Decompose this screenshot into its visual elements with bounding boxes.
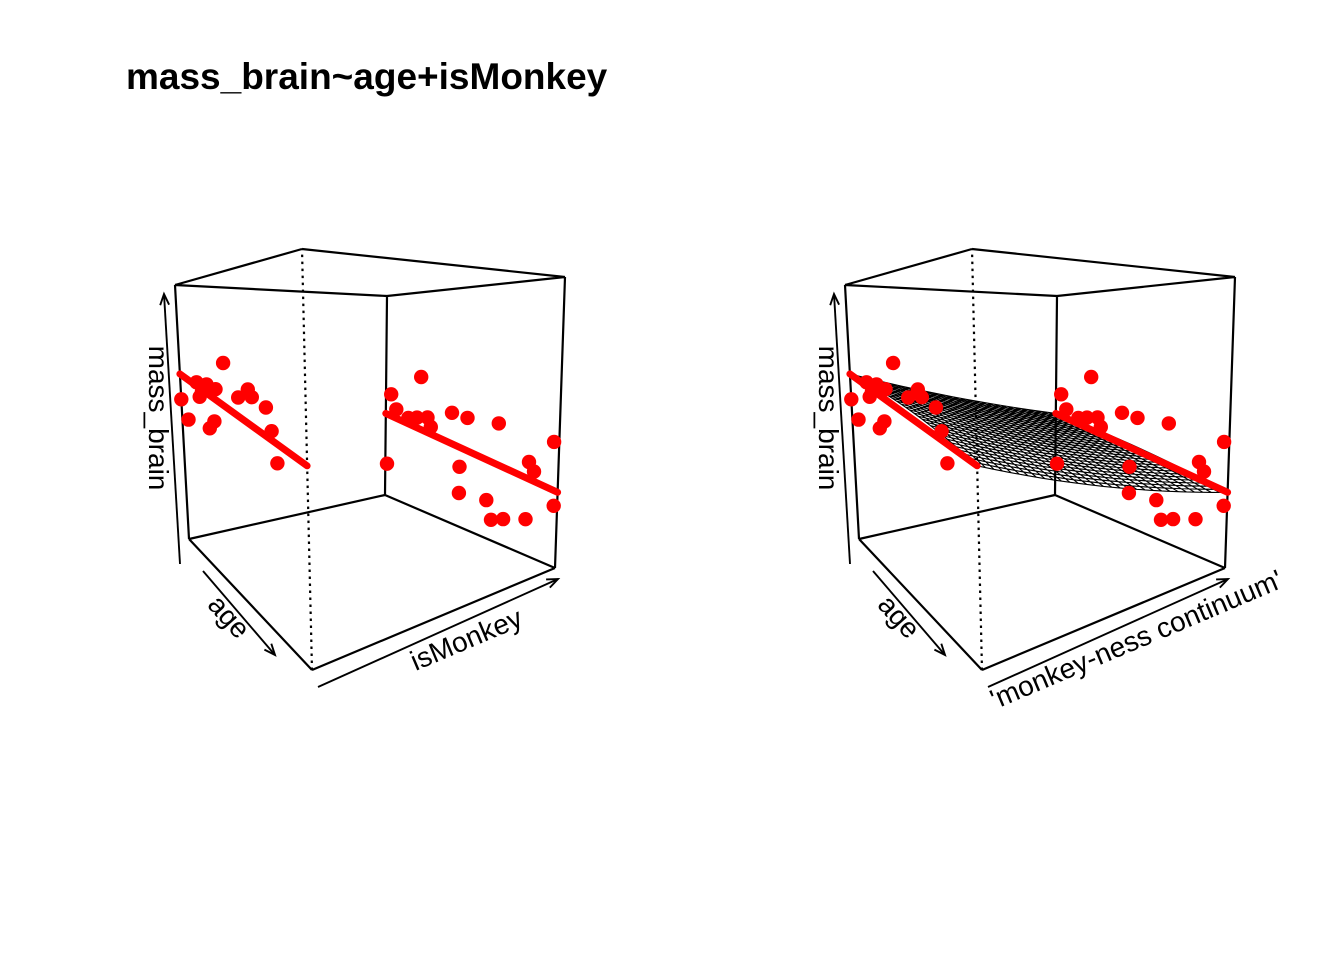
surface-mesh bbox=[849, 373, 1228, 493]
data-point bbox=[270, 456, 285, 471]
data-point bbox=[914, 390, 929, 405]
axis-arrows bbox=[159, 291, 561, 688]
right-3d-plot: mass_brain age 'monkey-ness continuum' bbox=[813, 247, 1287, 715]
data-point bbox=[901, 390, 916, 405]
x-axis-arrow-head bbox=[933, 643, 947, 657]
data-point bbox=[451, 485, 467, 501]
data-point bbox=[452, 459, 467, 474]
data-point bbox=[1130, 410, 1145, 426]
data-point bbox=[546, 498, 561, 513]
data-point bbox=[1059, 402, 1074, 417]
data-point bbox=[1049, 456, 1065, 471]
data-point bbox=[207, 414, 222, 429]
data-point bbox=[495, 511, 511, 527]
data-point bbox=[379, 456, 395, 471]
left-plot-x-axis-label: age bbox=[202, 589, 256, 644]
data-point bbox=[384, 387, 399, 402]
data-point bbox=[491, 416, 506, 431]
z-axis-arrow bbox=[833, 293, 851, 565]
data-point bbox=[1149, 492, 1164, 508]
hidden-edge-dotted bbox=[300, 248, 314, 671]
x-axis-arrow-head bbox=[263, 643, 277, 657]
plot-geometry bbox=[829, 247, 1237, 688]
data-point bbox=[1121, 485, 1137, 501]
y-axis-arrow bbox=[317, 578, 559, 688]
data-point bbox=[174, 392, 189, 407]
data-point bbox=[444, 405, 460, 420]
y-axis-arrow bbox=[987, 578, 1229, 688]
data-points bbox=[844, 355, 1232, 527]
data-point bbox=[1216, 434, 1232, 450]
data-point bbox=[862, 389, 877, 404]
data-point bbox=[258, 400, 274, 415]
data-point bbox=[264, 424, 279, 439]
right-plot-x-axis-label: age bbox=[872, 589, 926, 644]
data-point bbox=[389, 402, 404, 417]
data-point bbox=[1054, 387, 1069, 402]
left-3d-plot: mass_brain age isMonkey bbox=[143, 247, 567, 688]
data-point bbox=[1084, 369, 1099, 385]
data-point bbox=[1093, 419, 1109, 435]
data-point bbox=[479, 492, 494, 508]
data-point bbox=[215, 355, 231, 371]
data-point bbox=[844, 392, 859, 407]
data-point bbox=[1122, 459, 1137, 474]
data-point bbox=[885, 355, 901, 371]
data-point bbox=[1188, 512, 1203, 527]
data-point bbox=[208, 382, 223, 397]
data-point bbox=[1161, 416, 1177, 431]
data-point bbox=[460, 410, 475, 426]
data-point bbox=[878, 382, 893, 397]
data-point bbox=[181, 412, 196, 427]
data-point bbox=[483, 512, 499, 527]
data-point bbox=[526, 464, 542, 479]
data-point bbox=[518, 512, 533, 527]
data-point bbox=[1153, 512, 1169, 527]
plot-geometry bbox=[159, 247, 567, 688]
data-point bbox=[409, 410, 425, 425]
data-point bbox=[231, 390, 246, 405]
data-point bbox=[934, 424, 949, 439]
box-frame bbox=[173, 247, 567, 672]
data-point bbox=[1114, 405, 1130, 420]
data-point bbox=[877, 414, 892, 429]
data-point bbox=[940, 456, 955, 471]
plot-title: mass_brain~age+isMonkey bbox=[126, 56, 608, 97]
data-point bbox=[244, 390, 259, 405]
x-axis-arrow bbox=[202, 570, 276, 656]
data-points bbox=[174, 355, 562, 527]
z-axis-arrow-head bbox=[159, 291, 170, 306]
left-plot-z-axis-label: mass_brain bbox=[143, 346, 174, 491]
data-point bbox=[192, 389, 207, 404]
data-point bbox=[546, 434, 562, 450]
data-point bbox=[851, 412, 866, 427]
right-plot-y-axis-label: 'monkey-ness continuum' bbox=[986, 564, 1287, 715]
data-point bbox=[1165, 511, 1181, 527]
data-point bbox=[414, 369, 429, 385]
z-axis-arrow bbox=[163, 293, 181, 565]
fit-line-monkey-1 bbox=[1052, 409, 1232, 496]
data-point bbox=[1196, 464, 1212, 479]
data-point bbox=[928, 400, 944, 415]
right-plot-z-axis-label: mass_brain bbox=[813, 346, 844, 491]
y-axis-arrow-head bbox=[546, 577, 561, 589]
data-point bbox=[1216, 498, 1231, 513]
x-axis-arrow bbox=[872, 570, 946, 656]
z-axis-arrow-head bbox=[829, 291, 840, 306]
data-point bbox=[1079, 410, 1095, 425]
data-point bbox=[423, 419, 438, 435]
fit-line-monkey-1 bbox=[382, 409, 562, 496]
y-axis-arrow-head bbox=[1216, 577, 1231, 589]
axis-arrows bbox=[829, 291, 1231, 688]
